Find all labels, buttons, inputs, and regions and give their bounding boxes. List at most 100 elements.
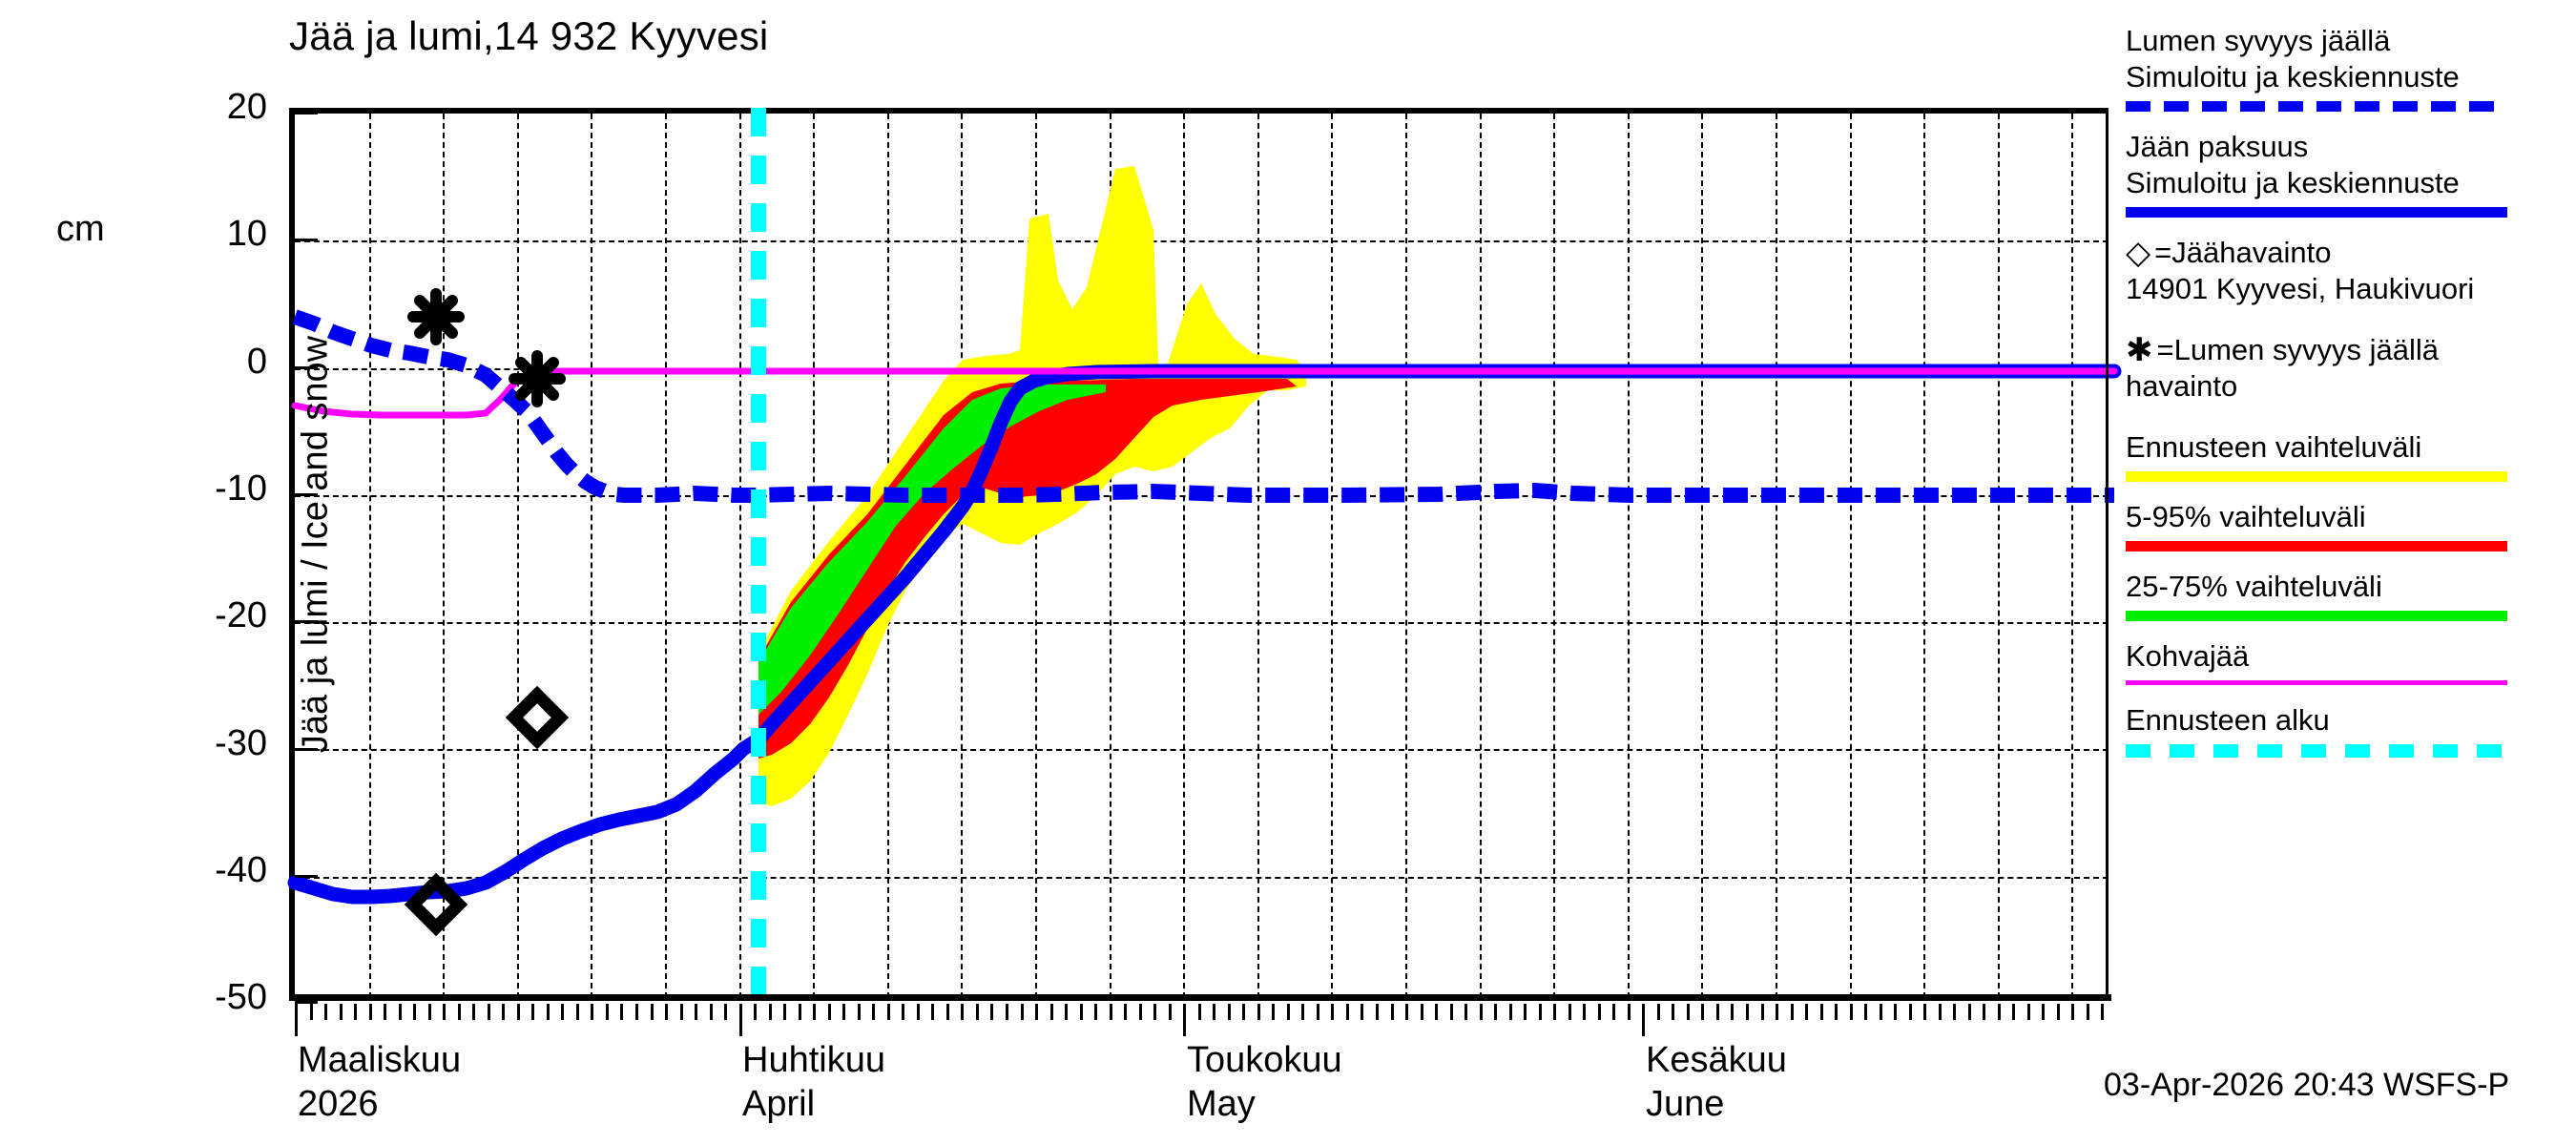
xtick-m xyxy=(975,1004,979,1020)
y-tick-label--10: -10 xyxy=(215,468,267,509)
xtick-m xyxy=(1242,1004,1246,1020)
legend-item-forecast-start: Ennusteen alku xyxy=(2126,702,2574,758)
xtick-m xyxy=(1035,1004,1038,1020)
legend-snow-obs-label2: havainto xyxy=(2126,369,2238,403)
xtick-m xyxy=(1894,1004,1898,1020)
footer-timestamp: 03-Apr-2026 20:43 WSFS-P xyxy=(2104,1067,2510,1103)
gridline-h--40 xyxy=(295,876,2109,879)
chart-title: Jää ja lumi,14 932 Kyyvesi xyxy=(289,13,769,58)
y-tick-label-0: 0 xyxy=(246,342,267,382)
xtick-mar-01 xyxy=(295,1004,298,1036)
xtick-m xyxy=(945,1004,949,1020)
legend: Lumen syvyys jäällä Simuloitu ja keskien… xyxy=(2126,23,2574,775)
ytick--40 xyxy=(295,875,318,878)
y-tick-label--20: -20 xyxy=(215,595,267,635)
xtick-m xyxy=(1124,1004,1128,1020)
xtick-m xyxy=(1953,1004,1957,1020)
xtick-m xyxy=(1938,1004,1942,1020)
xtick-m xyxy=(1420,1004,1423,1020)
x-tick-label-april: Huhtikuu April xyxy=(742,1038,885,1126)
ytick--20 xyxy=(295,620,318,623)
y-axis-unit: cm xyxy=(56,209,105,249)
xtick-m xyxy=(783,1004,787,1020)
legend-forecast-range-label: Ennusteen vaihteluväli xyxy=(2126,430,2422,464)
xtick-m xyxy=(1672,1004,1675,1020)
xtick-m xyxy=(1168,1004,1172,1020)
legend-range-5-95-label: 5-95% vaihteluväli xyxy=(2126,500,2366,533)
xtick-m xyxy=(2026,1004,2030,1020)
xtick-m xyxy=(1376,1004,1379,1020)
xtick-m xyxy=(916,1004,920,1020)
observation-snow-asterisk-1 xyxy=(407,288,465,345)
xtick-m xyxy=(1479,1004,1483,1020)
xtick-m xyxy=(1435,1004,1438,1020)
x-label-en: May xyxy=(1187,1084,1256,1124)
xtick-m xyxy=(1819,1004,1823,1020)
xtick-m xyxy=(457,1004,461,1020)
series-kohvajaa xyxy=(291,367,2118,419)
legend-item-forecast-range: Ennusteen vaihteluväli xyxy=(2126,429,2574,482)
xtick-m xyxy=(1760,1004,1764,1020)
xtick-m xyxy=(990,1004,994,1020)
x-tick-label-may: Toukokuu May xyxy=(1187,1038,1342,1126)
gridline-h-10 xyxy=(295,240,2109,243)
xtick-m xyxy=(1361,1004,1364,1020)
legend-snow-depth-title: Lumen syvyys jäällä xyxy=(2126,24,2391,57)
xtick-m xyxy=(1597,1004,1601,1020)
xtick-m xyxy=(1079,1004,1083,1020)
legend-spacer xyxy=(2126,311,2574,332)
xtick-m xyxy=(1879,1004,1882,1020)
y-axis-caption: Jää ja lumi / Ice and snow xyxy=(295,335,336,754)
legend-snow-obs-label: =Lumen syvyys jäällä xyxy=(2156,333,2440,366)
xtick-m xyxy=(1746,1004,1749,1020)
xtick-m xyxy=(1923,1004,1927,1020)
xtick-m xyxy=(605,1004,609,1020)
xtick-m xyxy=(1405,1004,1408,1020)
xtick-m xyxy=(635,1004,638,1020)
xtick-m xyxy=(1627,1004,1631,1020)
gridline-v-23 xyxy=(1997,114,2000,998)
gridline-v-15 xyxy=(1405,114,1407,998)
xtick-m xyxy=(1686,1004,1690,1020)
y-tick-label--50: -50 xyxy=(215,977,267,1017)
gridline-v-24 xyxy=(2071,114,2074,998)
gridline-v-12 xyxy=(1183,114,1186,998)
gridline-v-13 xyxy=(1257,114,1259,998)
legend-item-ice-observation: ◇ =Jäähavainto 14901 Kyyvesi, Haukivuori xyxy=(2126,235,2574,307)
legend-swatch-forecast-start xyxy=(2126,744,2507,758)
xtick-m xyxy=(827,1004,831,1020)
xtick-m xyxy=(1776,1004,1778,1020)
band-25-75 xyxy=(758,385,1106,715)
xtick-m xyxy=(695,1004,697,1020)
series-layer xyxy=(287,108,2122,1010)
legend-item-kohvajaa: Kohvajää xyxy=(2126,638,2574,685)
x-label-fi: Toukokuu xyxy=(1187,1040,1342,1080)
gridline-v-2 xyxy=(443,114,446,998)
xtick-m xyxy=(516,1004,520,1020)
ytick-10 xyxy=(295,239,318,241)
xtick-m xyxy=(665,1004,668,1020)
legend-item-range-5-95: 5-95% vaihteluväli xyxy=(2126,499,2574,552)
xtick-m xyxy=(531,1004,535,1020)
xtick-m xyxy=(709,1004,713,1020)
legend-swatch-kohvajaa xyxy=(2126,680,2507,685)
legend-forecast-start-label: Ennusteen alku xyxy=(2126,703,2330,737)
xtick-m xyxy=(575,1004,579,1020)
xtick-m xyxy=(842,1004,846,1020)
xtick-m xyxy=(886,1004,890,1020)
x-axis-line xyxy=(289,994,2111,1001)
xtick-m xyxy=(768,1004,772,1020)
ytick-20 xyxy=(295,112,318,114)
xtick-m xyxy=(591,1004,594,1020)
gridline-v-20 xyxy=(1776,114,1777,998)
gridline-v-18 xyxy=(1627,114,1630,998)
ytick--10 xyxy=(295,493,318,496)
xtick-m xyxy=(1109,1004,1112,1020)
xtick-m xyxy=(561,1004,565,1020)
y-tick-label-20: 20 xyxy=(226,87,267,127)
gridline-v-7 xyxy=(813,114,816,998)
xtick-m xyxy=(427,1004,431,1020)
legend-ice-obs-station: 14901 Kyyvesi, Haukivuori xyxy=(2126,272,2475,305)
xtick-m xyxy=(2042,1004,2046,1020)
xtick-m xyxy=(368,1004,372,1020)
